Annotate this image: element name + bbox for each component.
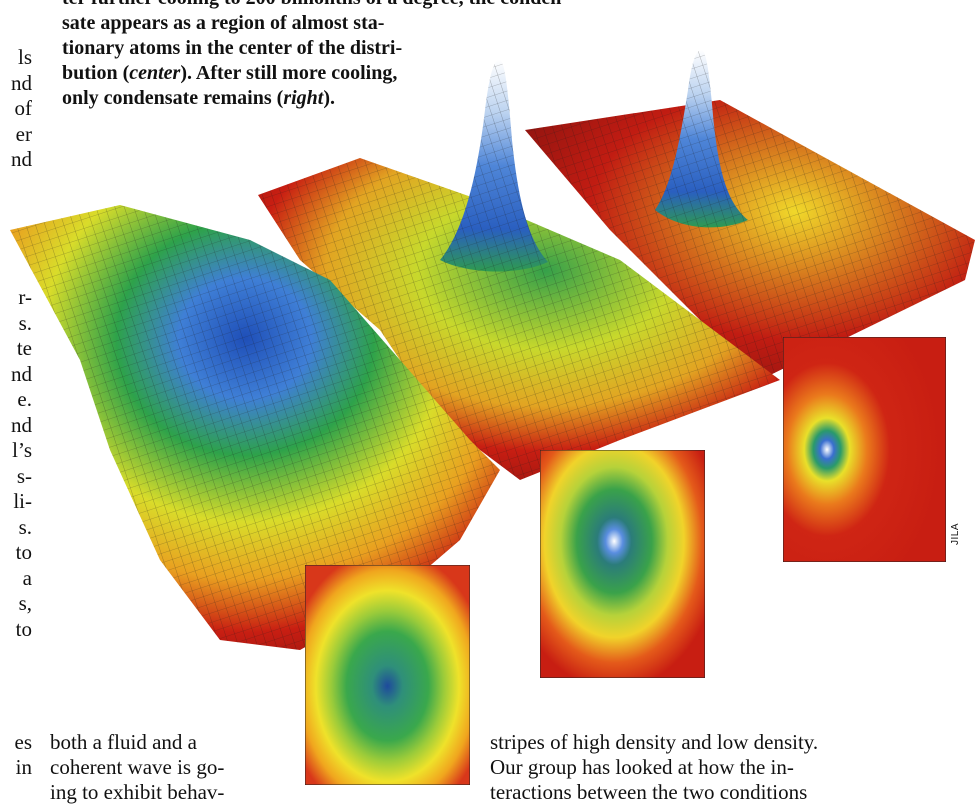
density-surface-figure — [10, 49, 975, 650]
caption-line: sate appears as a region of almost sta- — [62, 12, 385, 34]
text-fragment: er — [15, 122, 32, 146]
caption-line: bution (center). After still more coolin… — [62, 62, 398, 84]
inset-image-center — [540, 450, 705, 678]
text-fragment: to — [15, 540, 32, 564]
text-fragment: s. — [18, 311, 32, 335]
text-fragment: s. — [18, 515, 32, 539]
caption-line: ter further cooling to 200 billionths of… — [62, 0, 568, 11]
text-fragment: s, — [18, 591, 32, 615]
text-fragment: nd — [11, 71, 32, 95]
body-line: stripes of high density and low density. — [490, 730, 819, 754]
condensate-peak-right — [655, 49, 748, 228]
figure-caption: ter further cooling to 200 billionths of… — [62, 0, 568, 111]
body-line: teractions between the two conditions — [490, 780, 808, 804]
body-line: ing to exhibit behav- — [50, 780, 225, 804]
photo-credit: JILA — [950, 522, 961, 545]
body-line: Our group has looked at how the in- — [490, 755, 794, 779]
caption-line: only condensate remains (right). — [62, 87, 336, 109]
text-fragment: in — [15, 755, 32, 779]
inset-image-right — [783, 337, 946, 562]
surface-left — [10, 205, 500, 650]
surface-center — [258, 158, 780, 480]
text-fragment: nd — [11, 413, 32, 437]
text-fragment: s- — [16, 464, 32, 488]
condensate-peak-center — [440, 59, 548, 272]
body-line: coherent wave is go- — [50, 755, 225, 779]
text-fragment: e. — [17, 387, 32, 411]
text-fragment: a — [22, 566, 32, 590]
text-fragment: te — [16, 336, 32, 360]
body-line: both a fluid and a — [50, 730, 197, 754]
text-fragment: nd — [11, 362, 32, 386]
text-fragment: es — [14, 730, 33, 754]
text-fragment: ls — [17, 45, 32, 69]
text-fragment: l’s — [12, 438, 32, 462]
surface-right — [525, 100, 975, 380]
text-fragment: to — [15, 617, 32, 641]
text-fragment: of — [14, 96, 33, 120]
text-fragment: nd — [11, 147, 32, 171]
text-fragment: r- — [18, 285, 32, 309]
caption-line: tionary atoms in the center of the distr… — [62, 37, 403, 59]
inset-image-left — [305, 565, 470, 785]
text-fragment: li- — [13, 489, 32, 513]
